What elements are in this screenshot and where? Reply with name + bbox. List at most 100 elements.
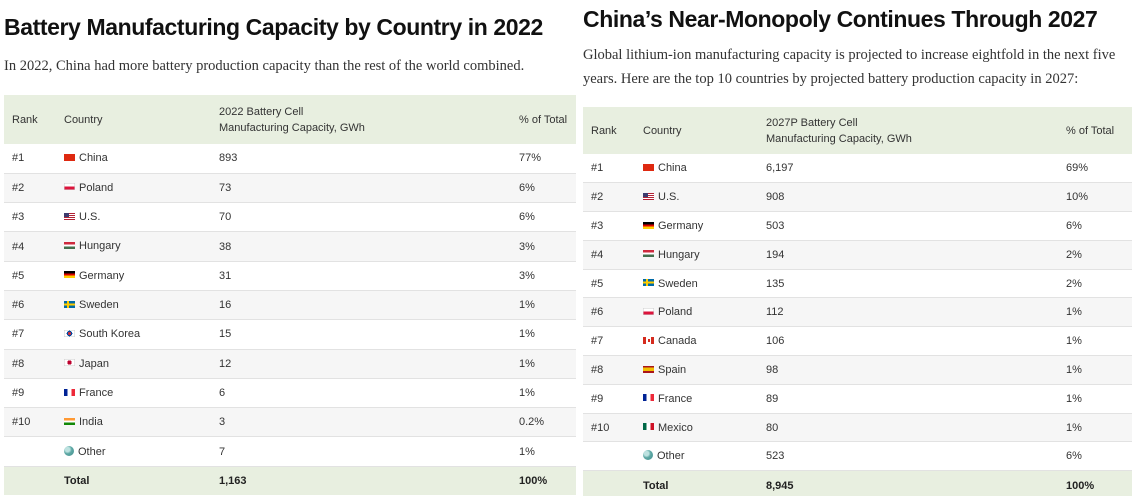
rank-cell: #2: [4, 173, 56, 204]
country-name: Hungary: [79, 240, 121, 253]
table-row: #10 Mexico 80 1%: [583, 413, 1132, 443]
table-row: #4 Hungary 194 2%: [583, 240, 1132, 270]
total-rank-cell: [583, 470, 635, 496]
france-flag-icon: [64, 388, 75, 396]
table-row: #6 Sweden 16 1%: [4, 290, 576, 321]
capacity-cell: 12: [211, 349, 511, 379]
share-cell: 1%: [511, 319, 576, 350]
table-row: #2 Poland 73 6%: [4, 173, 576, 204]
table-header-row: Rank Country 2027P Battery Cell Manufactu…: [583, 107, 1132, 154]
spain-flag-icon: [643, 365, 654, 373]
capacity-cell: 3: [211, 407, 511, 438]
mexico-flag-icon: [643, 423, 654, 431]
share-cell: 1%: [1058, 384, 1132, 414]
country-name: France: [658, 392, 693, 405]
total-share: 100%: [511, 466, 576, 496]
capacity-cell: 106: [758, 326, 1058, 357]
country-cell: France: [56, 378, 211, 409]
share-cell: 77%: [511, 144, 576, 174]
table-row: #1 China 6,197 69%: [583, 154, 1132, 184]
total-capacity: 1,163: [211, 466, 511, 496]
rank-cell: #8: [4, 349, 56, 379]
capacity-cell: 16: [211, 290, 511, 321]
share-cell: 3%: [511, 261, 576, 291]
country-name: South Korea: [79, 328, 141, 341]
table-row: #8 Spain 98 1%: [583, 355, 1132, 385]
table-row: #7 South Korea 15 1%: [4, 319, 576, 350]
capacity-cell: 89: [758, 384, 1058, 414]
table-row: #4 Hungary 38 3%: [4, 231, 576, 262]
left-subtitle: In 2022, China had more battery producti…: [4, 58, 525, 74]
country-name: Mexico: [658, 421, 693, 434]
capacity-2027-table: Rank Country 2027P Battery Cell Manufactu…: [583, 107, 1132, 496]
country-name: France: [79, 387, 114, 400]
rank-cell: #9: [583, 384, 635, 414]
china-flag-icon: [643, 163, 654, 171]
table-row: #9 France 89 1%: [583, 384, 1132, 414]
globe-icon: [64, 445, 74, 456]
country-cell: Spain: [635, 355, 758, 385]
country-name: U.S.: [658, 191, 680, 204]
rank-cell: #7: [583, 326, 635, 357]
capacity-cell: 6,197: [758, 154, 1058, 184]
us-flag-icon: [64, 212, 75, 220]
rank-cell: #1: [4, 144, 56, 174]
capacity-cell: 73: [211, 173, 511, 204]
china-flag-icon: [64, 153, 75, 161]
poland-flag-icon: [64, 183, 75, 191]
globe-icon: [643, 450, 653, 461]
capacity-header: 2022 Battery Cell Manufacturing Capacity,…: [211, 95, 511, 144]
rank-cell: #10: [583, 413, 635, 443]
capacity-cell: 503: [758, 211, 1058, 241]
table-row: #1 China 893 77%: [4, 144, 576, 174]
share-cell: 6%: [1058, 441, 1132, 472]
capacity-cell: 194: [758, 240, 1058, 270]
country-cell: France: [635, 384, 758, 414]
table-row: #9 France 6 1%: [4, 378, 576, 409]
total-row: Total 8,945 100%: [583, 470, 1132, 496]
rank-cell: #5: [4, 261, 56, 291]
capacity-cell: 135: [758, 269, 1058, 299]
share-cell: 1%: [1058, 297, 1132, 328]
india-flag-icon: [64, 417, 75, 425]
country-name: India: [79, 416, 103, 429]
rank-cell: [4, 436, 56, 467]
country-cell: Hungary: [635, 240, 758, 270]
country-cell: Sweden: [56, 290, 211, 321]
share-cell: 0.2%: [511, 407, 576, 438]
country-name: Sweden: [79, 299, 119, 312]
country-cell: Poland: [635, 297, 758, 328]
table-row: #5 Germany 31 3%: [4, 261, 576, 291]
capacity-cell: 908: [758, 182, 1058, 213]
share-cell: 1%: [511, 436, 576, 467]
country-cell: Mexico: [635, 413, 758, 443]
rank-cell: #9: [4, 378, 56, 409]
share-header: % of Total: [1058, 107, 1132, 154]
country-name: China: [658, 162, 687, 175]
share-cell: 2%: [1058, 240, 1132, 270]
rank-cell: #7: [4, 319, 56, 350]
rank-cell: #6: [583, 297, 635, 328]
country-name: Germany: [658, 220, 704, 233]
hungary-flag-icon: [64, 242, 75, 250]
capacity-cell: 523: [758, 441, 1058, 472]
country-cell: India: [56, 407, 211, 438]
rank-header: Rank: [583, 107, 635, 154]
country-cell: Other: [635, 441, 758, 472]
share-cell: 1%: [1058, 413, 1132, 443]
table-row: #7 Canada 106 1%: [583, 326, 1132, 357]
capacity-cell: 7: [211, 436, 511, 467]
country-name: Sweden: [658, 277, 698, 290]
rank-cell: [583, 441, 635, 472]
rank-cell: #10: [4, 407, 56, 438]
left-title: Battery Manufacturing Capacity by Countr…: [4, 14, 543, 40]
table-row: #2 U.S. 908 10%: [583, 182, 1132, 213]
total-share: 100%: [1058, 470, 1132, 496]
share-cell: 6%: [1058, 211, 1132, 241]
capacity-header-line1: 2027P Battery Cell: [766, 116, 858, 129]
capacity-cell: 70: [211, 202, 511, 233]
share-cell: 69%: [1058, 154, 1132, 184]
rank-cell: #1: [583, 154, 635, 184]
right-subtitle: Global lithium-ion manufacturing capacit…: [583, 47, 1116, 87]
rank-cell: #5: [583, 269, 635, 299]
